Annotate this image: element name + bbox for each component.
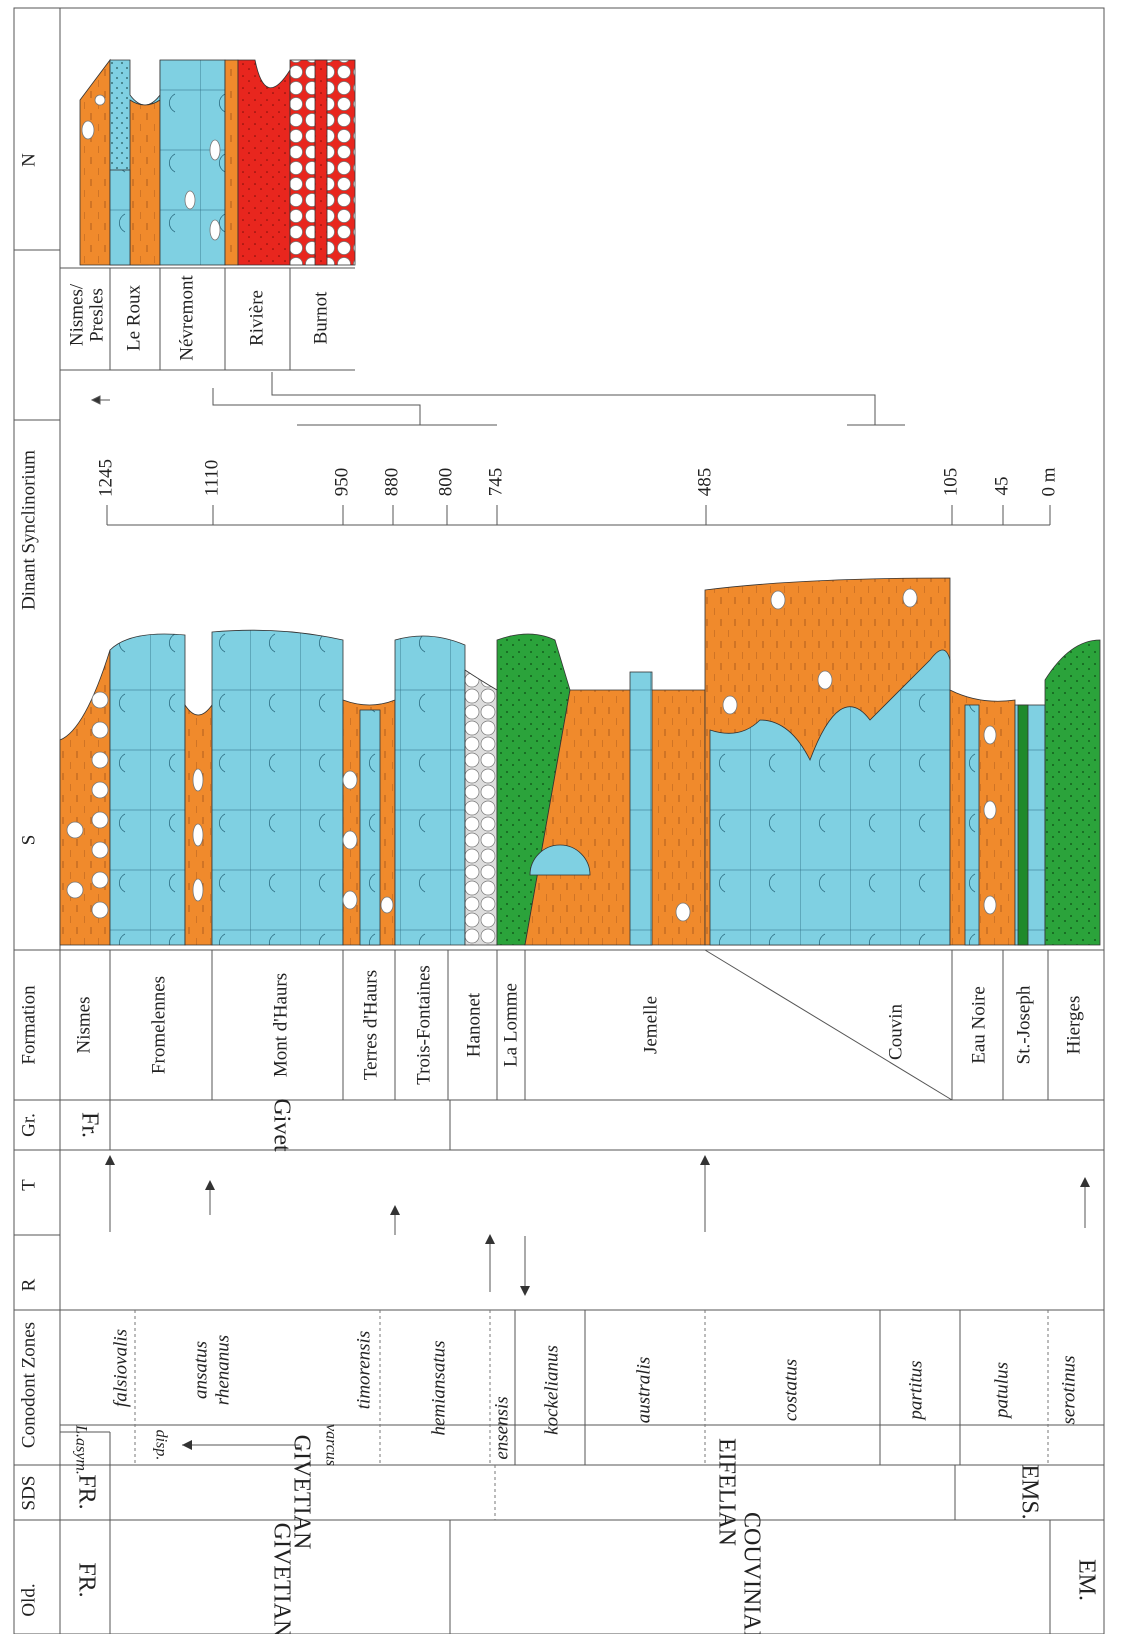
formations: Nismes Fromelennes Mont d'Haurs Terres d… <box>73 965 1084 1085</box>
stage: EMS. <box>1016 1464 1042 1519</box>
zone: serotinus <box>1058 1356 1079 1425</box>
south-section <box>59 577 1101 946</box>
header: Gr. <box>18 1113 39 1137</box>
formation: Hanonet <box>463 992 484 1057</box>
thickness-label: 950 <box>331 468 352 497</box>
thickness-label: 45 <box>991 477 1012 496</box>
thickness-label: 105 <box>940 468 961 497</box>
formation: Trois-Fontaines <box>413 965 434 1085</box>
formation: Fromelennes <box>148 976 169 1074</box>
conodont-zones: falsiovalis ansatus rhenanus timorensis … <box>72 1329 1079 1475</box>
north-table <box>60 267 355 371</box>
header: T <box>18 1179 39 1191</box>
frame <box>13 7 1105 1634</box>
header: SDS <box>18 1476 39 1511</box>
north-formation: Rivière <box>246 290 267 346</box>
north-formations: Nismes/ Presles Le Roux Névremont Rivièr… <box>66 275 331 361</box>
formation: Eau Noire <box>968 986 989 1064</box>
north-section <box>79 58 356 266</box>
north-formation: Névremont <box>176 275 197 361</box>
subzone: varcus <box>322 1424 339 1466</box>
zone: timorensis <box>353 1331 374 1409</box>
north-formation: Le Roux <box>123 285 144 351</box>
subzone: disp. <box>152 1430 169 1461</box>
stage: GIVETIAN <box>288 1435 314 1550</box>
formation: La Lomme <box>500 983 521 1067</box>
headers: Old. SDS Conodont Zones R T Gr. Formatio… <box>18 153 39 1617</box>
zone: partitus <box>905 1360 926 1421</box>
zone: hemiansatus <box>428 1341 449 1436</box>
thickness-axis <box>106 505 1051 526</box>
stage: EM. <box>1073 1559 1099 1601</box>
formation: Mont d'Haurs <box>270 973 291 1077</box>
group: Fr. <box>76 1112 102 1138</box>
zone: ensensis <box>491 1396 512 1459</box>
thickness-label: 880 <box>381 468 402 497</box>
subzone: L.asym. <box>72 1424 89 1475</box>
zone: patulus <box>991 1362 1012 1420</box>
zone: costatus <box>780 1359 801 1421</box>
header: S <box>18 835 39 846</box>
header: Old. <box>18 1583 39 1616</box>
header: Formation <box>18 985 39 1065</box>
zone: kockelianus <box>541 1345 562 1435</box>
header: R <box>18 1278 39 1291</box>
formation: Terres d'Haurs <box>360 970 381 1080</box>
group: Givet <box>268 1098 294 1152</box>
zone: rhenanus <box>212 1335 233 1405</box>
stages: FR. GIVETIAN COUVINIAN EM. FR. GIVETIAN … <box>73 1435 1099 1634</box>
formation: St.-Joseph <box>1013 985 1034 1064</box>
formation: Jemelle <box>640 996 661 1054</box>
formation: Hierges <box>1063 996 1084 1055</box>
formation: Nismes <box>73 997 94 1054</box>
groups: Fr. Givet <box>76 1098 294 1152</box>
header: N <box>18 153 39 167</box>
correlation-lines <box>90 372 905 426</box>
thickness-label: 800 <box>435 468 456 497</box>
north-formation: Burnot <box>310 291 331 345</box>
thickness-label: 0 m <box>1038 467 1059 496</box>
thickness-label: 1110 <box>201 460 222 497</box>
thickness-label: 1245 <box>95 459 116 497</box>
stage: FR. <box>73 1474 99 1509</box>
stage: COUVINIAN <box>738 1512 764 1634</box>
stage: GIVETIAN <box>268 1523 294 1634</box>
stage: EIFELIAN <box>713 1438 739 1546</box>
north-formation: Nismes/ <box>66 283 87 346</box>
thickness-label: 485 <box>694 468 715 497</box>
formation: Couvin <box>885 1004 906 1060</box>
zone: australis <box>633 1357 654 1424</box>
thickness-label: 745 <box>485 468 506 497</box>
thickness-labels: 1245 1110 950 880 800 745 485 105 45 0 m <box>95 459 1059 497</box>
zone: falsiovalis <box>110 1329 131 1407</box>
header: Conodont Zones <box>18 1322 39 1448</box>
north-formation: Presles <box>86 288 107 342</box>
header: Dinant Synclinorium <box>18 450 39 610</box>
zone: ansatus <box>190 1341 211 1399</box>
stage: FR. <box>73 1562 99 1597</box>
